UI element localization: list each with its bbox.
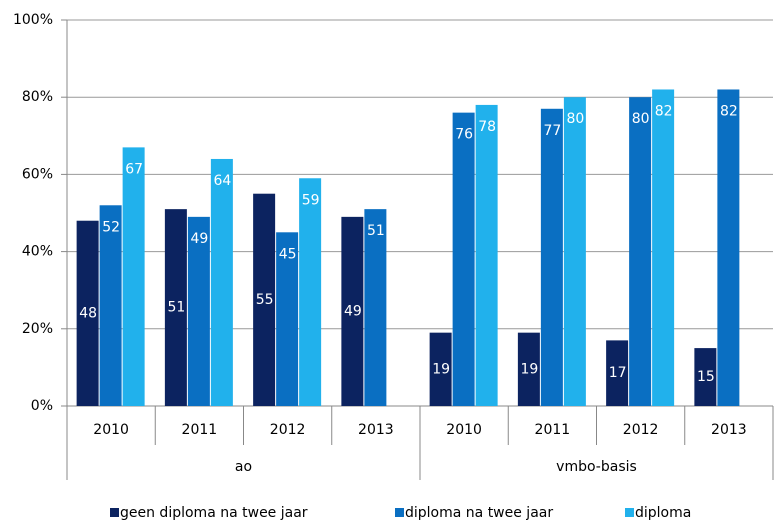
y-tick-label: 100% <box>13 12 53 28</box>
bar <box>563 97 586 406</box>
x-tick-label: 2013 <box>358 422 394 438</box>
data-label: 80 <box>566 111 584 127</box>
x-tick-label: 2013 <box>711 422 747 438</box>
bar <box>341 216 364 406</box>
y-tick-label: 20% <box>22 321 53 337</box>
x-tick-label: 2010 <box>93 422 129 438</box>
x-tick-label: 2012 <box>623 422 659 438</box>
y-tick-label: 60% <box>22 166 53 182</box>
legend-label: diploma na twee jaar <box>405 505 553 521</box>
bar <box>652 89 675 406</box>
bar <box>517 332 540 406</box>
group-label: ao <box>235 459 252 475</box>
data-label: 17 <box>609 365 627 381</box>
data-label: 51 <box>367 223 385 239</box>
legend-swatch <box>110 508 119 517</box>
bar <box>122 147 145 406</box>
legend-label: geen diploma na twee jaar <box>120 505 308 521</box>
data-label: 19 <box>432 361 450 377</box>
bar <box>452 112 475 406</box>
legend-swatch <box>395 508 404 517</box>
bar <box>364 209 387 406</box>
bar <box>99 205 122 406</box>
x-tick-label: 2011 <box>535 422 571 438</box>
data-label: 48 <box>79 305 97 321</box>
group-label: vmbo-basis <box>556 459 637 475</box>
data-label: 82 <box>720 103 738 119</box>
bar <box>717 89 740 406</box>
data-label: 82 <box>655 103 673 119</box>
data-label: 64 <box>213 173 231 189</box>
y-tick-label: 0% <box>31 398 53 414</box>
data-label: 55 <box>256 292 274 308</box>
y-tick-label: 80% <box>22 89 53 105</box>
data-label: 45 <box>279 246 297 262</box>
data-label: 52 <box>102 219 120 235</box>
data-label: 78 <box>478 119 496 135</box>
data-label: 49 <box>344 303 362 319</box>
data-label: 67 <box>125 161 143 177</box>
legend-swatch <box>625 508 634 517</box>
y-tick-label: 40% <box>22 244 53 260</box>
bar <box>429 332 452 406</box>
bar <box>164 209 187 406</box>
bar <box>76 220 99 406</box>
bar <box>540 108 563 406</box>
x-tick-label: 2012 <box>270 422 306 438</box>
data-label: 77 <box>543 123 561 139</box>
bar <box>694 348 717 406</box>
bar <box>299 178 322 406</box>
x-tick-label: 2011 <box>182 422 218 438</box>
bar <box>475 104 498 407</box>
bar <box>276 232 299 406</box>
bar <box>210 158 233 406</box>
bar <box>606 340 629 406</box>
bar <box>253 193 276 406</box>
bar <box>187 216 210 406</box>
data-label: 49 <box>190 231 208 247</box>
data-label: 15 <box>697 369 715 385</box>
x-tick-label: 2010 <box>446 422 482 438</box>
data-label: 51 <box>167 300 185 316</box>
bar <box>629 97 652 406</box>
data-label: 19 <box>520 361 538 377</box>
data-label: 80 <box>632 111 650 127</box>
data-label: 76 <box>455 127 473 143</box>
legend-label: diploma <box>635 505 691 521</box>
data-label: 59 <box>302 192 320 208</box>
